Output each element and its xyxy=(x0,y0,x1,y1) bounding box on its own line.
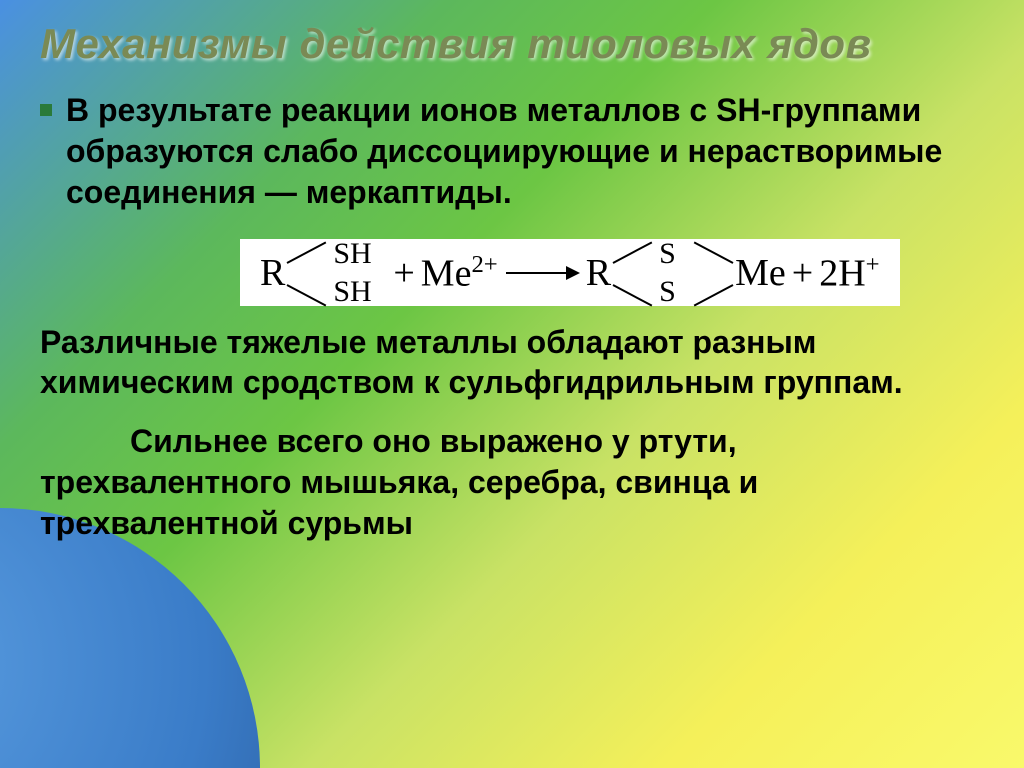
decorative-arc xyxy=(0,508,260,768)
paragraph-2-text: Различные тяжелые металлы обладают разны… xyxy=(40,322,984,404)
slide-title: Механизмы действия тиоловых ядов xyxy=(40,20,984,68)
reaction-row: R SH SH + Me2+ R S S Me xyxy=(260,251,880,296)
reactant-r-label: R xyxy=(260,251,285,295)
bullet-paragraph-1: В результате реакции ионов металлов с SH… xyxy=(40,90,984,213)
product-hplus: 2H+ xyxy=(819,251,879,296)
plus-sign-1: + xyxy=(393,251,414,295)
plus-sign-2: + xyxy=(792,251,813,295)
paragraph-1-text: В результате реакции ионов металлов с SH… xyxy=(66,90,984,213)
bullet-icon xyxy=(40,104,52,116)
product-s-group-left: S S xyxy=(613,251,657,295)
metal-symbol: Me2+ xyxy=(421,251,498,296)
paragraph-3-text: Сильнее всего оно выражено у ртути, трех… xyxy=(40,421,984,544)
reactant-bot-sh: SH xyxy=(333,275,371,309)
slide-content: В результате реакции ионов металлов с SH… xyxy=(40,90,984,544)
product-me-label: Me xyxy=(735,251,786,295)
product-s-group-right xyxy=(689,251,733,295)
arrow-icon xyxy=(506,272,578,274)
slide: Механизмы действия тиоловых ядов В резул… xyxy=(0,0,1024,768)
product-top-s: S xyxy=(659,237,676,271)
product-bot-s: S xyxy=(659,275,676,309)
reactant-sh-group: SH SH xyxy=(287,251,331,295)
chemical-reaction: R SH SH + Me2+ R S S Me xyxy=(240,239,900,306)
product-r-label: R xyxy=(586,251,611,295)
reactant-top-sh: SH xyxy=(333,237,371,271)
